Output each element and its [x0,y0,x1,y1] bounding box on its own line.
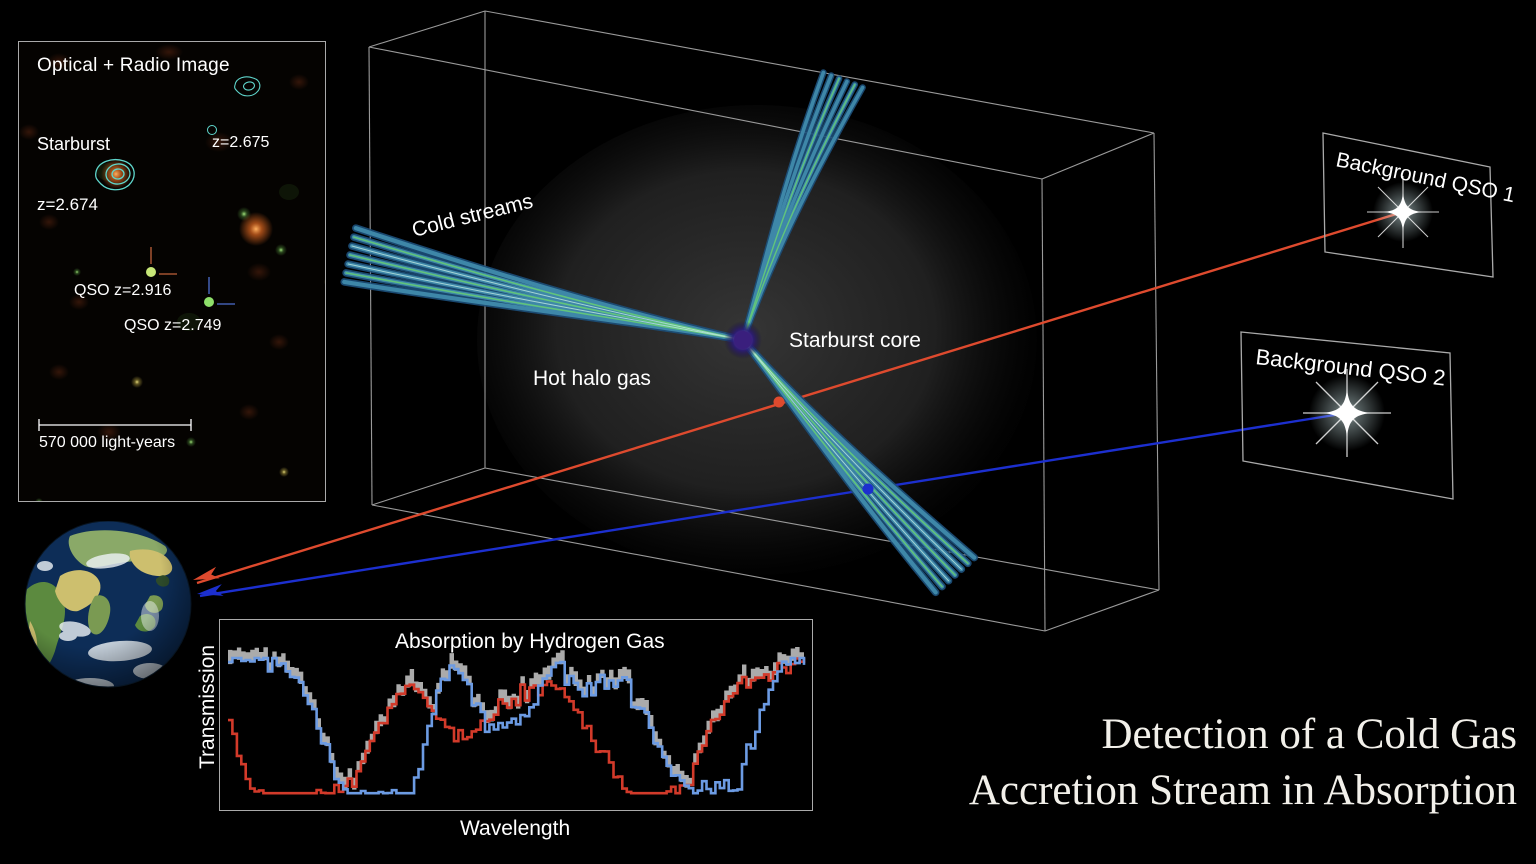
svg-text:Background QSO 2: Background QSO 2 [1254,344,1446,390]
svg-text:Background QSO 1: Background QSO 1 [1334,148,1517,207]
svg-text:Starburst core: Starburst core [789,329,921,352]
svg-text:Hot halo gas: Hot halo gas [533,367,651,390]
svg-text:Cold streams: Cold streams [410,190,536,242]
